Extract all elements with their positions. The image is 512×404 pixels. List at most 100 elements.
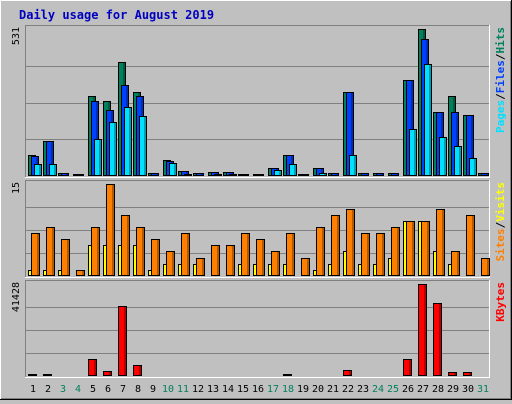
bar-pages-day-7: [124, 107, 132, 176]
bar-shade-kbytes-day-6: [109, 372, 111, 375]
bar-shade-pages-day-30: [474, 159, 476, 175]
bar-shade-sites-day-18: [292, 234, 294, 275]
bar-shade-sites-day-25: [397, 228, 399, 275]
bar-sites-day-3: [61, 239, 70, 276]
x-tick-label-day-12: 12: [192, 384, 204, 395]
x-tick-label-day-15: 15: [237, 384, 249, 395]
bar-sites-day-15: [241, 233, 250, 276]
x-tick-label-day-2: 2: [45, 384, 51, 395]
bar-shade-pages-day-28: [444, 138, 446, 175]
bar-shade-pages-day-26: [414, 130, 416, 175]
bar-shade-sites-day-10: [172, 252, 174, 275]
bar-files-day-15: [241, 174, 249, 176]
legend-item-files: Files: [494, 60, 507, 93]
x-tick-label-day-26: 26: [402, 384, 414, 395]
bar-sites-day-22: [346, 209, 355, 276]
bar-sites-day-16: [256, 239, 265, 276]
bar-shade-pages-day-17: [279, 171, 281, 175]
bar-pages-day-5: [94, 139, 102, 176]
bar-pages-day-10: [169, 163, 177, 176]
bar-pages-day-13: [214, 174, 222, 176]
x-tick-label-day-19: 19: [297, 384, 309, 395]
bar-sites-day-14: [226, 245, 235, 276]
bar-shade-sites-day-27: [427, 222, 429, 275]
x-tick-label-day-3: 3: [60, 384, 66, 395]
bar-shade-sites-day-4: [82, 271, 84, 275]
bar-sites-day-31: [481, 258, 490, 276]
bar-shade-sites-day-22: [352, 210, 354, 275]
bar-sites-day-8: [136, 227, 145, 276]
bar-shade-sites-day-20: [322, 228, 324, 275]
bar-kbytes-day-18: [283, 374, 292, 376]
panel-kbytes-background: [25, 280, 490, 378]
legend-item-sites: Sites: [494, 228, 507, 261]
x-tick-label-day-20: 20: [312, 384, 324, 395]
bar-files-day-16: [256, 174, 264, 176]
bar-shade-files-day-24: [381, 174, 383, 175]
x-tick-label-day-17: 17: [267, 384, 279, 395]
bar-shade-kbytes-day-27: [424, 285, 426, 375]
bar-shade-pages-day-2: [54, 165, 56, 175]
legend-item-visits: Visits: [494, 182, 507, 222]
series-pages: [34, 64, 477, 176]
bar-kbytes-day-7: [118, 306, 127, 376]
bar-shade-sites-day-12: [202, 259, 204, 275]
bar-files-day-31: [481, 173, 489, 176]
bar-shade-pages-day-6: [114, 123, 116, 175]
bar-shade-sites-day-29: [457, 252, 459, 275]
x-tick-label-day-29: 29: [447, 384, 459, 395]
x-tick-label-day-7: 7: [120, 384, 126, 395]
bar-sites-day-25: [391, 227, 400, 276]
bar-shade-kbytes-day-7: [124, 307, 126, 375]
bar-shade-pages-day-20: [324, 174, 326, 175]
bar-sites-day-30: [466, 215, 475, 276]
x-tick-label-day-18: 18: [282, 384, 294, 395]
bar-sites-day-27: [421, 221, 430, 276]
bar-sites-day-5: [91, 227, 100, 276]
bar-shade-files-day-2: [51, 142, 53, 175]
x-tick-label-day-9: 9: [150, 384, 156, 395]
bar-kbytes-day-6: [103, 371, 112, 376]
x-tick-label-day-27: 27: [417, 384, 429, 395]
bar-shade-pages-day-7: [129, 108, 131, 175]
bar-sites-day-19: [301, 258, 310, 276]
legend-item-separator: /: [494, 93, 507, 100]
x-tick-label-day-6: 6: [105, 384, 111, 395]
bar-pages-day-28: [439, 137, 447, 176]
bar-kbytes-day-27: [418, 284, 427, 376]
bar-sites-day-2: [46, 227, 55, 276]
bar-shade-kbytes-day-26: [409, 360, 411, 375]
bar-sites-day-4: [76, 270, 85, 276]
bar-shade-pages-day-8: [144, 117, 146, 175]
bar-kbytes-day-29: [448, 372, 457, 376]
bar-files-day-12: [196, 173, 204, 176]
bar-shade-sites-day-1: [37, 234, 39, 275]
x-tick-label-day-4: 4: [75, 384, 81, 395]
bar-sites-day-13: [211, 245, 220, 276]
bar-files-day-21: [331, 173, 339, 176]
x-tick-label-day-16: 16: [252, 384, 264, 395]
legend-item-separator: /: [494, 221, 507, 228]
x-tick-label-day-1: 1: [30, 384, 36, 395]
bar-pages-day-30: [469, 158, 477, 176]
panel-visitors-legend: Sites/Visits: [494, 182, 507, 262]
bar-shade-pages-day-1: [39, 165, 41, 175]
bar-shade-files-day-22: [351, 93, 353, 175]
bar-files-day-19: [301, 174, 309, 176]
bar-shade-files-day-20: [321, 169, 323, 175]
x-tick-label-day-10: 10: [162, 384, 174, 395]
bar-shade-files-day-31: [486, 174, 488, 175]
bar-pages-day-8: [139, 116, 147, 176]
bar-shade-pages-day-5: [99, 140, 101, 175]
bar-shade-files-day-21: [336, 174, 338, 175]
bar-pages-day-22: [349, 155, 357, 176]
x-tick-label-day-31: 31: [477, 384, 489, 395]
bar-pages-day-14: [229, 174, 237, 176]
bar-shade-files-day-12: [201, 174, 203, 175]
panel-visitors-max-label: 15: [11, 182, 22, 194]
bar-sites-day-26: [406, 221, 415, 276]
bar-shade-files-day-11: [186, 172, 188, 175]
bar-shade-pages-day-10: [174, 164, 176, 175]
x-tick-label-day-24: 24: [372, 384, 384, 395]
